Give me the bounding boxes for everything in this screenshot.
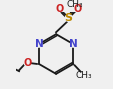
- Text: S: S: [64, 13, 72, 23]
- Circle shape: [65, 15, 72, 21]
- Circle shape: [36, 41, 41, 47]
- Text: N: N: [68, 39, 77, 49]
- Text: CH₃: CH₃: [66, 0, 83, 9]
- Circle shape: [24, 60, 30, 66]
- Circle shape: [80, 72, 87, 79]
- Circle shape: [56, 6, 62, 12]
- Text: N: N: [34, 39, 43, 49]
- Text: CH₃: CH₃: [75, 71, 92, 80]
- Circle shape: [70, 41, 76, 47]
- Circle shape: [74, 6, 80, 12]
- Text: O: O: [73, 4, 81, 14]
- Circle shape: [71, 1, 78, 8]
- Text: O: O: [55, 4, 63, 14]
- Text: O: O: [23, 58, 31, 68]
